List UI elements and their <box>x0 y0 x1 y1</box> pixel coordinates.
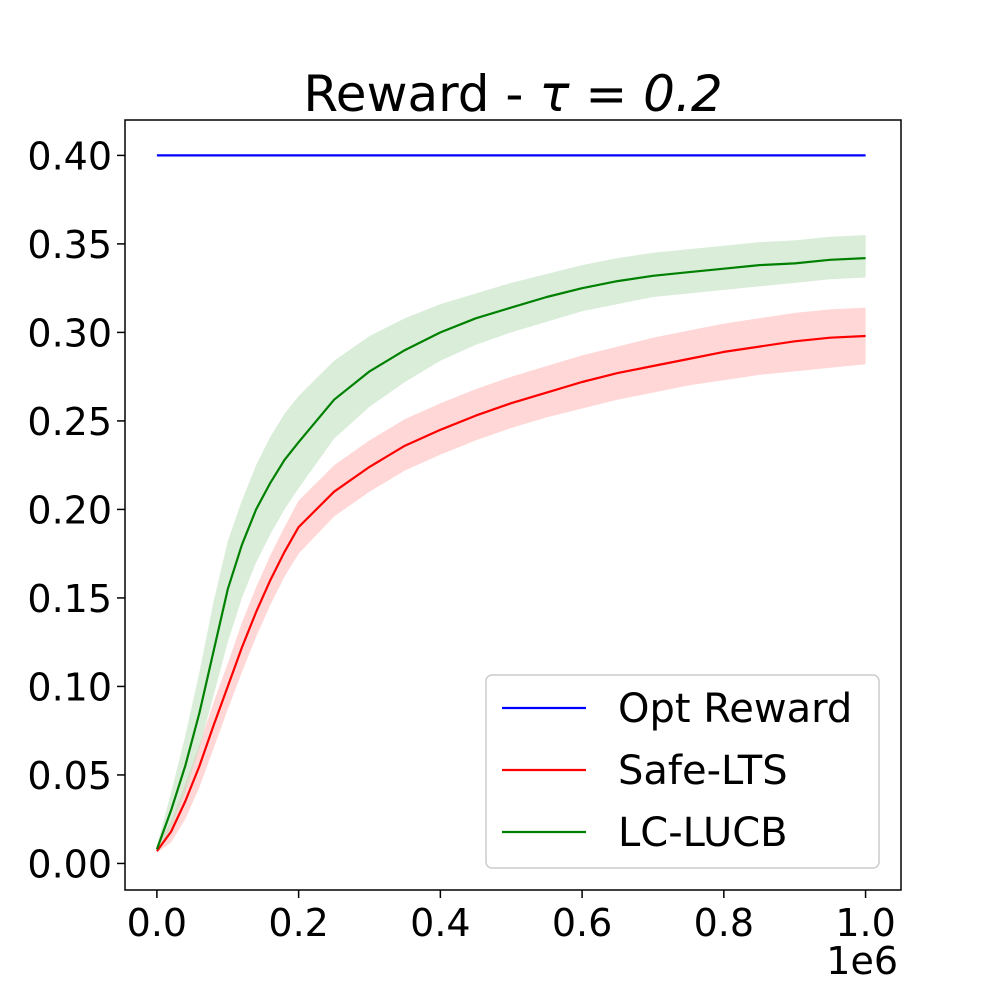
y-tick-label: 0.25 <box>27 400 112 444</box>
confidence-bands <box>156 235 866 853</box>
y-tick-label: 0.00 <box>27 842 112 886</box>
x-tick-label: 0.4 <box>410 901 470 945</box>
x-tick-label: 0.6 <box>552 901 612 945</box>
x-tick-label: 0.8 <box>694 901 754 945</box>
y-tick-label: 0.35 <box>27 223 112 267</box>
lc-lucb-confidence-band <box>156 235 866 853</box>
x-tick-label: 0.0 <box>127 901 187 945</box>
legend: Opt Reward Safe-LTS LC-LUCB <box>485 674 880 869</box>
y-axis: 0.00 0.05 0.10 0.15 0.20 0.25 0.30 0.35 0.40 <box>27 134 125 886</box>
legend-label-opt-reward: Opt Reward <box>618 686 852 732</box>
y-tick-label: 0.10 <box>27 665 112 709</box>
safe-lts-line <box>156 334 866 852</box>
lc-lucb-line <box>155 257 866 850</box>
chart-title-prefix: Reward - <box>303 65 539 123</box>
series-lines <box>155 154 866 852</box>
x-tick-label: 1.0 <box>835 901 895 945</box>
x-axis: 0.0 0.2 0.4 0.6 0.8 1.0 <box>127 890 896 945</box>
legend-label-safe-lts: Safe-LTS <box>618 748 788 794</box>
chart-title-math: τ = 0.2 <box>539 65 722 123</box>
chart-title: Reward - τ = 0.2 <box>303 65 722 123</box>
safe-lts-confidence-band <box>156 307 866 853</box>
plot-frame <box>124 119 902 891</box>
y-tick-label: 0.30 <box>27 311 112 355</box>
legend-box <box>485 674 880 869</box>
x-axis-offset-label: 1e6 <box>826 939 898 983</box>
y-tick-label: 0.40 <box>27 134 112 178</box>
y-tick-label: 0.05 <box>27 754 112 798</box>
y-tick-label: 0.15 <box>27 577 112 621</box>
x-tick-label: 0.2 <box>268 901 328 945</box>
y-tick-label: 0.20 <box>27 488 112 532</box>
legend-label-lc-lucb: LC-LUCB <box>618 810 788 856</box>
